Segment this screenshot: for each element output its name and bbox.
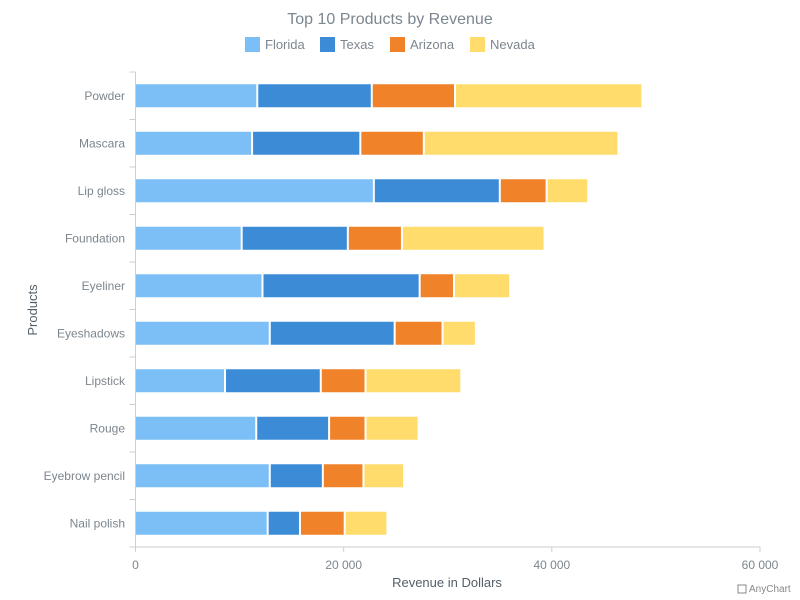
y-tick-label: Powder — [84, 89, 125, 103]
bar-nevada-eyeshadows[interactable] — [443, 321, 475, 345]
bar-texas-eyeshadows[interactable] — [270, 321, 394, 345]
bar-nevada-powder[interactable] — [456, 84, 642, 108]
bar-nevada-eyeliner[interactable] — [454, 274, 510, 298]
y-tick-label: Nail polish — [70, 516, 125, 530]
x-tick-label: 20 000 — [325, 558, 362, 572]
y-tick-label: Lip gloss — [78, 184, 125, 198]
y-tick-label: Foundation — [65, 231, 125, 245]
bar-texas-nail-polish[interactable] — [268, 511, 299, 535]
bar-arizona-powder[interactable] — [372, 84, 455, 108]
bar-florida-eyeshadows[interactable] — [136, 321, 269, 345]
bar-arizona-lipstick[interactable] — [321, 369, 365, 393]
y-axis-title: Products — [25, 284, 40, 336]
x-tick-label: 40 000 — [533, 558, 570, 572]
bar-florida-eyeliner[interactable] — [136, 274, 262, 298]
bar-nevada-nail-polish[interactable] — [345, 511, 387, 535]
legend-label: Florida — [265, 37, 306, 52]
y-tick-label: Mascara — [79, 136, 125, 150]
bar-florida-mascara[interactable] — [136, 131, 252, 155]
bar-texas-lipstick[interactable] — [226, 369, 320, 393]
bar-nevada-lip-gloss[interactable] — [547, 179, 588, 203]
bar-nevada-eyebrow-pencil[interactable] — [364, 464, 404, 488]
legend-swatch — [245, 37, 260, 52]
legend-item-florida[interactable]: Florida — [245, 37, 306, 52]
bar-texas-powder[interactable] — [258, 84, 371, 108]
y-tick-label: Eyebrow pencil — [44, 469, 125, 483]
bar-florida-powder[interactable] — [136, 84, 257, 108]
bar-arizona-lip-gloss[interactable] — [500, 179, 546, 203]
bar-arizona-rouge[interactable] — [330, 416, 365, 440]
bar-florida-lip-gloss[interactable] — [136, 179, 373, 203]
credit-text: AnyChart — [749, 584, 791, 595]
bar-texas-mascara[interactable] — [253, 131, 360, 155]
bar-arizona-nail-polish[interactable] — [300, 511, 344, 535]
bar-arizona-mascara[interactable] — [361, 131, 423, 155]
legend-item-nevada[interactable]: Nevada — [470, 37, 536, 52]
bar-nevada-mascara[interactable] — [424, 131, 618, 155]
y-tick-label: Eyeshadows — [57, 326, 125, 340]
x-tick-label: 0 — [132, 558, 139, 572]
bar-florida-foundation[interactable] — [136, 226, 241, 250]
legend-item-texas[interactable]: Texas — [320, 37, 374, 52]
bar-texas-eyebrow-pencil[interactable] — [270, 464, 322, 488]
chart-title: Top 10 Products by Revenue — [287, 11, 493, 28]
bar-arizona-eyeshadows[interactable] — [395, 321, 442, 345]
legend-label: Nevada — [490, 37, 536, 52]
bar-nevada-foundation[interactable] — [402, 226, 544, 250]
bar-arizona-foundation[interactable] — [348, 226, 401, 250]
plot-area: 0 20 000 40 000 60 000 Powder Mascara Lip glos… — [44, 71, 779, 572]
legend-swatch — [390, 37, 405, 52]
y-tick-label: Lipstick — [85, 374, 126, 388]
y-tick-label: Eyeliner — [82, 279, 125, 293]
legend-label: Texas — [340, 37, 374, 52]
anychart-credit[interactable]: AnyChart — [737, 584, 791, 595]
bar-texas-foundation[interactable] — [242, 226, 347, 250]
y-tick-label: Rouge — [90, 421, 126, 435]
bar-florida-eyebrow-pencil[interactable] — [136, 464, 269, 488]
x-axis-title: Revenue in Dollars — [392, 575, 502, 590]
legend-swatch — [320, 37, 335, 52]
bar-nevada-rouge[interactable] — [366, 416, 418, 440]
bar-texas-rouge[interactable] — [257, 416, 329, 440]
bar-texas-eyeliner[interactable] — [263, 274, 419, 298]
x-tick-label: 60 000 — [742, 558, 779, 572]
bar-arizona-eyebrow-pencil[interactable] — [323, 464, 363, 488]
bar-florida-lipstick[interactable] — [136, 369, 225, 393]
bar-florida-rouge[interactable] — [136, 416, 256, 440]
bar-texas-lip-gloss[interactable] — [374, 179, 499, 203]
bar-nevada-lipstick[interactable] — [366, 369, 461, 393]
legend-item-arizona[interactable]: Arizona — [390, 37, 455, 52]
legend-swatch — [470, 37, 485, 52]
legend-label: Arizona — [410, 37, 455, 52]
legend: Florida Texas Arizona Nevada — [245, 37, 536, 52]
bar-arizona-eyeliner[interactable] — [420, 274, 453, 298]
chart-logo-icon — [737, 584, 747, 594]
bar-florida-nail-polish[interactable] — [136, 511, 267, 535]
